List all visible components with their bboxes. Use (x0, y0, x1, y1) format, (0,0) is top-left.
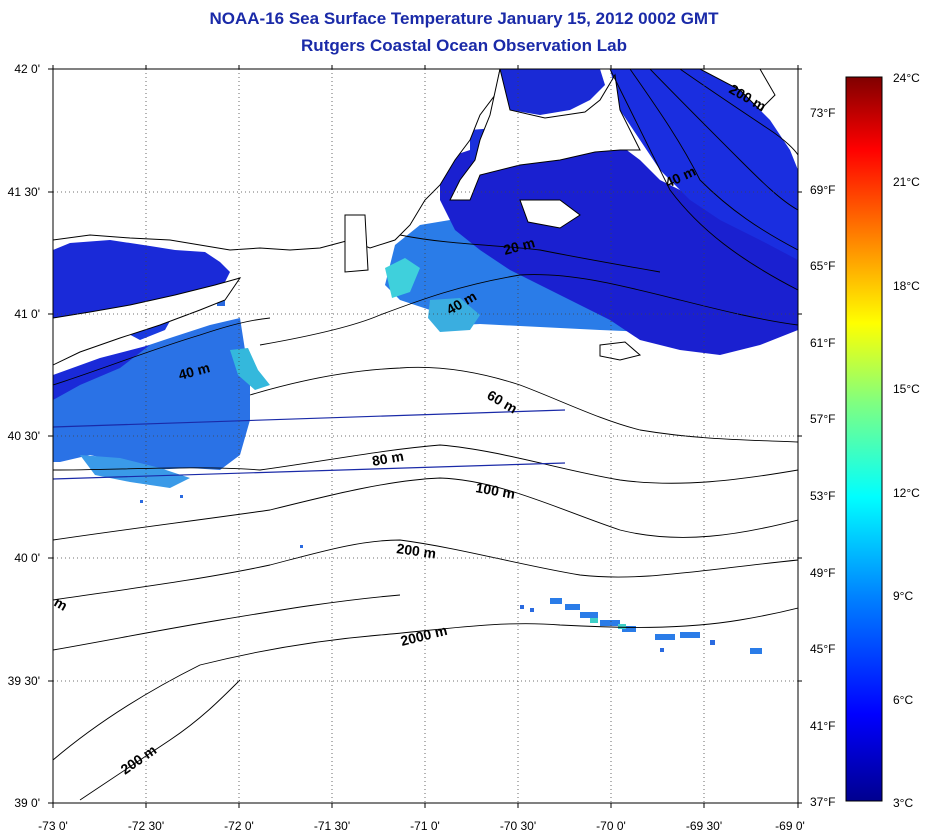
fahrenheit-label: 65°F (810, 259, 835, 273)
celsius-label: 18°C (893, 279, 920, 293)
fahrenheit-labels: 73°F 69°F 65°F 61°F 57°F 53°F 49°F 45°F … (810, 106, 835, 809)
celsius-label: 9°C (893, 589, 913, 603)
fahrenheit-label: 73°F (810, 106, 835, 120)
celsius-label: 3°C (893, 796, 913, 810)
contour-gom-3 (649, 69, 798, 211)
lon-label: -71 30' (314, 819, 350, 833)
lat-label: 40 0' (14, 551, 40, 565)
sst-offshore-streak (550, 598, 762, 654)
lon-label: -71 0' (410, 819, 440, 833)
celsius-labels: 24°C 21°C 18°C 15°C 12°C 9°C 6°C 3°C (893, 71, 920, 810)
fahrenheit-label: 45°F (810, 642, 835, 656)
land-block-island (344, 214, 369, 273)
colorbar (845, 76, 883, 802)
sst-patch-shelf-warm (230, 348, 270, 390)
fahrenheit-label: 41°F (810, 719, 835, 733)
contour-gom-2 (629, 69, 798, 251)
lat-label: 40 30' (8, 429, 40, 443)
land-marthas (519, 199, 581, 229)
land-cape-cod (449, 69, 641, 201)
contour-80m (53, 444, 798, 484)
frame-ticks (48, 65, 802, 808)
sst-patch-long-island (53, 240, 230, 322)
depth-label: 200 m (118, 742, 160, 778)
sst-patch-ri-south (428, 298, 480, 332)
sst-patch-nantucket (440, 145, 798, 355)
sst-patch-cape-east (610, 69, 798, 260)
transect-south (52, 462, 566, 480)
depth-label: 2000 m (399, 622, 449, 649)
transect-north (52, 409, 566, 428)
depth-label: 80 m (371, 448, 405, 469)
contour-100m (53, 477, 798, 541)
depth-label: 100 m (474, 479, 516, 502)
contour-gom-1 (609, 69, 798, 291)
lon-label: -73 0' (38, 819, 68, 833)
celsius-label: 15°C (893, 382, 920, 396)
depth-label: m (52, 594, 71, 614)
depth-label: 20 m (502, 234, 537, 258)
lon-label: -72 0' (224, 819, 254, 833)
land-cape-tip (699, 69, 776, 111)
land-layer (53, 69, 776, 366)
contour-40m-west (53, 317, 271, 386)
celsius-label: 24°C (893, 71, 920, 85)
lat-label: 42 0' (14, 62, 40, 76)
contour-40m (259, 274, 798, 346)
longitude-labels: -73 0' -72 30' -72 0' -71 30' -71 0' -70… (38, 819, 805, 833)
depth-label: 200 m (396, 540, 438, 561)
fahrenheit-label: 61°F (810, 336, 835, 350)
sst-patch-shelf-west (53, 318, 250, 470)
land-long-island (53, 277, 242, 366)
map-title: NOAA-16 Sea Surface Temperature January … (209, 9, 719, 28)
celsius-label: 21°C (893, 175, 920, 189)
lon-label: -70 30' (500, 819, 536, 833)
fahrenheit-label: 53°F (810, 489, 835, 503)
celsius-label: 6°C (893, 693, 913, 707)
celsius-label: 12°C (893, 486, 920, 500)
lat-label: 41 30' (8, 185, 40, 199)
latitude-labels: 42 0' 41 30' 41 0' 40 30' 40 0' 39 30' 3… (8, 62, 40, 810)
sst-offshore-warm (590, 618, 626, 629)
contour-gom-4 (679, 69, 798, 156)
sst-patch-shelf-west-dark (53, 345, 150, 400)
bathymetry-contours (53, 69, 798, 801)
contour-20m (399, 234, 661, 273)
lon-label: -70 0' (596, 819, 626, 833)
contour-2000m (53, 607, 798, 761)
grid-lines (53, 69, 798, 803)
sst-patch-shelf-edge (80, 455, 190, 488)
land-nantucket (599, 341, 642, 361)
lon-label: -72 30' (128, 819, 164, 833)
map-subtitle: Rutgers Coastal Ocean Observation Lab (301, 36, 627, 55)
fahrenheit-label: 49°F (810, 566, 835, 580)
lat-label: 39 30' (8, 674, 40, 688)
contour-200m (53, 539, 798, 601)
sst-speckle (140, 300, 715, 652)
lat-label: 41 0' (14, 307, 40, 321)
lat-label: 39 0' (14, 796, 40, 810)
fahrenheit-label: 69°F (810, 183, 835, 197)
sst-patch-ri-warm (385, 258, 420, 298)
contour-60m (249, 366, 798, 443)
transect-lines (52, 409, 566, 480)
fahrenheit-label: 37°F (810, 795, 835, 809)
depth-label: 40 m (177, 359, 212, 383)
contour-shelf-break (53, 594, 401, 651)
lon-label: -69 30' (686, 819, 722, 833)
lon-label: -69 0' (775, 819, 805, 833)
fahrenheit-label: 57°F (810, 412, 835, 426)
contour-200m-sw (79, 679, 241, 801)
sst-patch-mass-bay (495, 69, 605, 115)
